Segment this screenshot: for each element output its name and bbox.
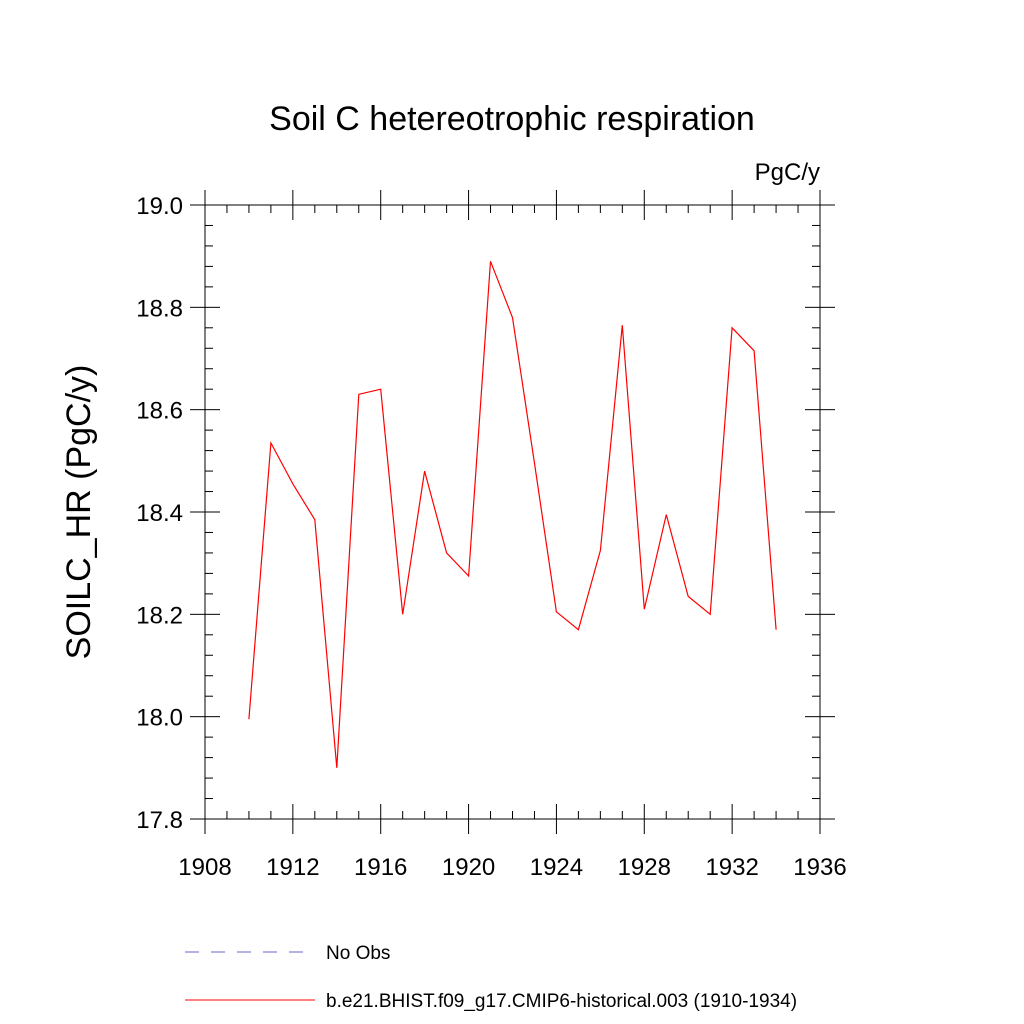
units-label: PgC/y	[755, 159, 820, 186]
x-tick-label: 1908	[178, 854, 231, 881]
y-tick-label: 17.8	[136, 807, 183, 834]
y-axis-label: SOILC_HR (PgC/y)	[60, 365, 98, 660]
y-tick-label: 18.4	[136, 500, 183, 527]
y-tick-label: 18.0	[136, 705, 183, 732]
legend-label: No Obs	[326, 943, 390, 964]
x-tick-label: 1928	[618, 854, 671, 881]
x-tick-label: 1936	[793, 854, 846, 881]
y-tick-label: 19.0	[136, 193, 183, 220]
x-axis-ticks: 1908 1912 1916 1920 1924 1928 1932 1936	[178, 190, 847, 881]
series-line	[248, 261, 777, 768]
x-tick-label: 1932	[705, 854, 758, 881]
y-tick-label: 18.6	[136, 398, 183, 425]
x-tick-label: 1924	[530, 854, 583, 881]
y-axis-ticks: 17.8 18.0 18.2 18.4 18.6 18.8 19.0	[136, 193, 835, 834]
x-tick-label: 1916	[354, 854, 407, 881]
plot-frame	[204, 204, 821, 820]
x-tick-label: 1920	[442, 854, 495, 881]
y-tick-label: 18.2	[136, 602, 183, 629]
y-tick-label: 18.8	[136, 295, 183, 322]
series-layer	[248, 261, 777, 768]
legend: No Obs b.e21.BHIST.f09_g17.CMIP6-historic…	[185, 943, 797, 1012]
chart-title: Soil C hetereotrophic respiration	[269, 100, 755, 138]
legend-label: b.e21.BHIST.f09_g17.CMIP6-historical.003…	[326, 991, 797, 1012]
x-tick-label: 1912	[266, 854, 319, 881]
